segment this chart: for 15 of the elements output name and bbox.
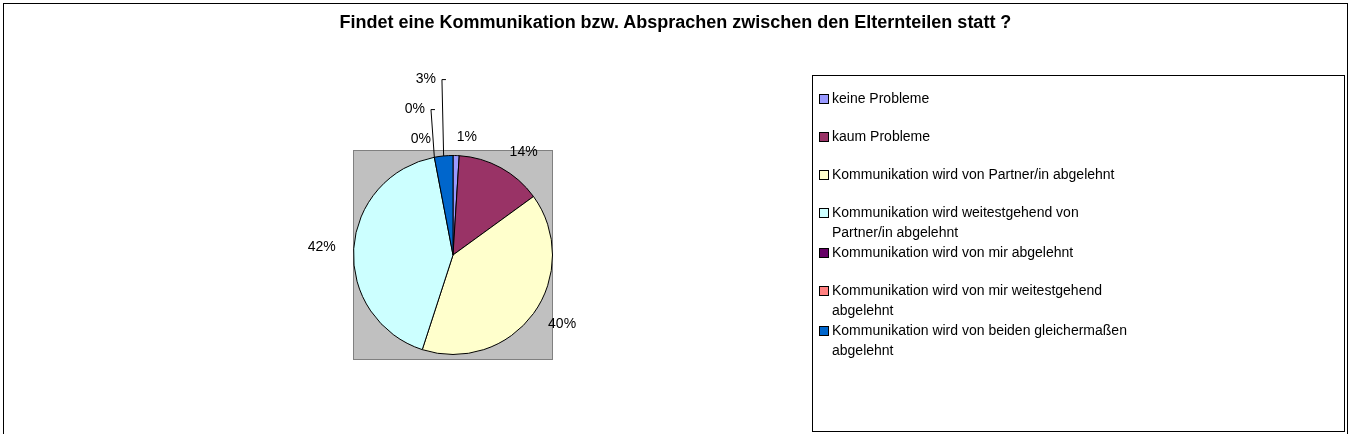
legend-label: Kommunikation wird von mir weitestgehend abgelehnt [832, 281, 1103, 320]
legend-label: Kommunikation wird weitestgehend von Partner/in abgelehnt [832, 203, 1080, 242]
chart-title: Findet eine Kommunikation bzw. Absprachen zwischen den Elternteilen statt ? [338, 12, 1013, 33]
legend-label: keine Probleme [832, 89, 931, 108]
legend-label: Kommunikation wird von beiden gleichermaßen abgelehnt [832, 321, 1128, 360]
data-label: 1% [456, 128, 477, 145]
legend-label: Kommunikation wird von Partner/in abgelehnt [832, 165, 1116, 184]
data-label: 40% [548, 314, 577, 331]
text: 0% [410, 130, 431, 147]
data-label: 42% [307, 238, 336, 255]
legend-label: kaum Probleme [832, 127, 932, 146]
data-label: 14% [509, 142, 538, 159]
legend-label: Kommunikation wird von mir abgelehnt [832, 243, 1075, 262]
data-label: 3% [415, 70, 436, 87]
text: 0% [404, 100, 425, 117]
